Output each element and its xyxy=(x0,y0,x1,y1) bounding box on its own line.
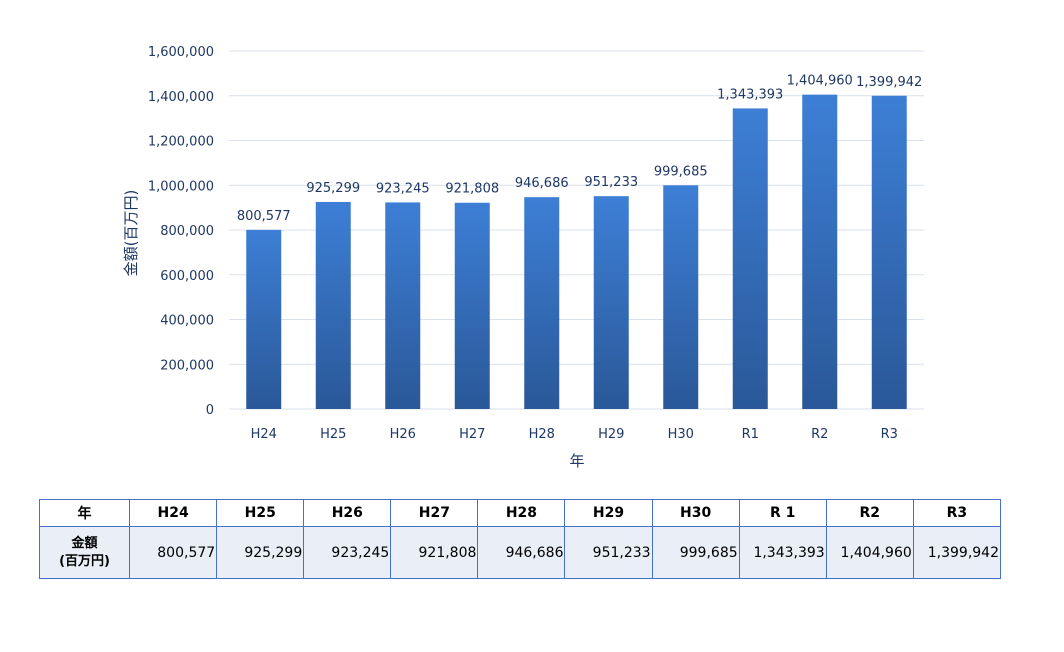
y-tick-label: 1,600,000 xyxy=(148,45,214,60)
table-header-row: 年 H24 H25 H26 H27 H28 H29 H30 R 1 R2 R3 xyxy=(38,499,1002,527)
data-label-r1: 1,343,393 xyxy=(717,87,783,102)
x-tick-label: R3 xyxy=(881,427,898,442)
table-header-cell: H24 xyxy=(129,499,218,527)
data-labels: 800,577 925,299 923,245 921,808 946,686 951,2… xyxy=(237,74,922,224)
x-axis-title: 年 xyxy=(569,452,584,470)
table-header-cell: H29 xyxy=(564,499,653,527)
y-tick-label: 800,000 xyxy=(160,224,214,239)
x-tick-label: H25 xyxy=(320,427,346,442)
bar-h28 xyxy=(524,197,560,409)
table-value-cell: 921,808 xyxy=(390,526,479,579)
data-label-h25: 925,299 xyxy=(306,181,360,196)
table-value-cell: 925,299 xyxy=(216,526,305,579)
y-axis-title: 金額(百万円) xyxy=(122,190,140,277)
y-tick-label: 600,000 xyxy=(160,269,214,284)
data-label-r3: 1,399,942 xyxy=(856,75,922,90)
x-tick-label: H27 xyxy=(459,427,485,442)
data-label-h26: 923,245 xyxy=(376,181,430,196)
table-header-cell: R3 xyxy=(912,499,1002,527)
x-tick-label: H29 xyxy=(598,427,624,442)
data-label-h28: 946,686 xyxy=(515,176,569,191)
data-label-h24: 800,577 xyxy=(237,209,291,224)
data-label-r2: 1,404,960 xyxy=(787,74,853,89)
table-value-cell: 951,233 xyxy=(564,526,653,579)
bar-h25 xyxy=(315,201,351,409)
table-header-cell: H27 xyxy=(390,499,479,527)
table-header-cell: R2 xyxy=(825,499,914,527)
bar-h30 xyxy=(663,185,699,409)
table-value-cell: 999,685 xyxy=(651,526,740,579)
data-label-h27: 921,808 xyxy=(445,182,499,197)
x-axis-ticks: H24 H25 H26 H27 H28 H29 H30 R1 R2 R3 xyxy=(251,427,898,442)
table-value-cell: 1,399,942 xyxy=(912,526,1002,579)
table-header-year: 年 xyxy=(38,499,131,527)
data-label-h30: 999,685 xyxy=(654,164,708,179)
x-tick-label: H24 xyxy=(251,427,277,442)
table-value-cell: 800,577 xyxy=(129,526,218,579)
x-tick-label: H28 xyxy=(529,427,555,442)
bar-h26 xyxy=(385,202,421,409)
bar-chart: 0 200,000 400,000 600,000 800,000 1,000,000 1,… xyxy=(122,45,924,470)
table-header-cell: H30 xyxy=(651,499,740,527)
table-row-label: 金額 (百万円) xyxy=(38,526,131,579)
x-tick-label: R1 xyxy=(742,427,759,442)
data-table: 年 H24 H25 H26 H27 H28 H29 H30 R 1 R2 R3 金額 (百万円) … xyxy=(38,499,1002,579)
bars xyxy=(246,94,907,410)
bar-r2 xyxy=(802,94,838,409)
y-tick-label: 1,000,000 xyxy=(148,179,214,194)
table-header-cell: R 1 xyxy=(738,499,827,527)
table-value-cell: 923,245 xyxy=(303,526,392,579)
x-tick-label: H26 xyxy=(390,427,416,442)
table-value-row: 金額 (百万円) 800,577 925,299 923,245 921,808 946… xyxy=(38,526,1002,579)
bar-r3 xyxy=(871,95,907,410)
table-value-cell: 1,343,393 xyxy=(738,526,827,579)
bar-h24 xyxy=(246,229,282,409)
table-header-cell: H25 xyxy=(216,499,305,527)
bar-h27 xyxy=(454,202,490,409)
y-tick-label: 1,400,000 xyxy=(148,90,214,105)
bar-r1 xyxy=(732,108,768,409)
y-tick-label: 200,000 xyxy=(160,358,214,373)
table-value-cell: 946,686 xyxy=(477,526,566,579)
y-tick-label: 400,000 xyxy=(160,314,214,329)
table-header-cell: H26 xyxy=(303,499,392,527)
y-tick-label: 1,200,000 xyxy=(148,135,214,150)
x-tick-label: R2 xyxy=(811,427,828,442)
row-label-line2: (百万円) xyxy=(59,553,110,569)
y-tick-label: 0 xyxy=(206,403,214,418)
bar-h29 xyxy=(593,196,629,409)
table-header-cell: H28 xyxy=(477,499,566,527)
y-axis-ticks: 0 200,000 400,000 600,000 800,000 1,000,000 1,… xyxy=(148,45,214,418)
table-value-cell: 1,404,960 xyxy=(825,526,914,579)
data-label-h29: 951,233 xyxy=(584,175,638,190)
x-tick-label: H30 xyxy=(668,427,694,442)
row-label-line1: 金額 xyxy=(71,535,98,551)
